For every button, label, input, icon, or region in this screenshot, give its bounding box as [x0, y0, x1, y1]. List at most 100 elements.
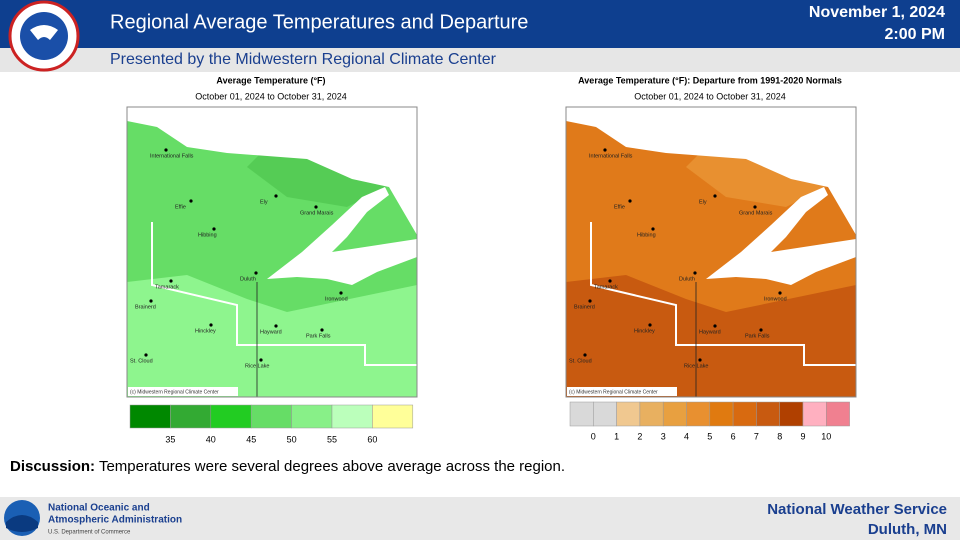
legend-swatch — [709, 401, 734, 427]
credit-box — [567, 387, 677, 396]
maps: Average Temperature (°F) October 01, 2024… — [126, 75, 857, 444]
city-dot — [259, 358, 263, 362]
state-border — [590, 222, 856, 366]
legend-swatch — [170, 404, 212, 429]
city-dot — [759, 328, 763, 332]
map: International Falls Effie Ely Grand Marais H… — [565, 106, 857, 398]
city-dot — [603, 148, 607, 152]
header-time: 2:00 PM — [885, 26, 945, 43]
city-dot — [713, 324, 717, 328]
city-dot — [628, 199, 632, 203]
map-zone — [127, 275, 417, 397]
credit-box — [128, 387, 238, 396]
city-dot — [339, 291, 343, 295]
city-label: Brainerd — [135, 304, 156, 310]
legend-label: 45 — [246, 434, 256, 444]
city-label: Effie — [175, 204, 186, 210]
city-label: Rice Lake — [684, 363, 708, 369]
legend-swatch — [732, 401, 757, 427]
legend-swatch — [756, 401, 780, 427]
map-frame — [126, 106, 418, 398]
legend-label: 60 — [367, 434, 377, 444]
noaa-line2: Atmospheric Administration — [48, 515, 182, 526]
map-panel: Average Temperature (°F): Departure from… — [565, 75, 857, 441]
city-dot — [212, 227, 216, 231]
city-label: Hinckley — [634, 328, 655, 334]
city-label: Hinckley — [195, 328, 216, 334]
map-lake — [706, 187, 856, 285]
legend-swatch — [779, 401, 804, 427]
nws-logo — [8, 0, 80, 72]
map-canada — [566, 107, 856, 235]
city-label: Hibbing — [198, 232, 217, 238]
city-label: Grand Marais — [739, 210, 773, 216]
city-label: International Falls — [589, 153, 633, 159]
subtitle-bar — [0, 48, 960, 72]
legend-swatch — [826, 401, 850, 427]
legend-swatch — [250, 404, 292, 429]
map-lake — [267, 187, 417, 285]
legend-label: 50 — [287, 434, 297, 444]
city-dot — [164, 148, 168, 152]
header-subtitle: Presented by the Midwestern Regional Cli… — [110, 51, 497, 68]
city-dot — [648, 323, 652, 327]
city-dot — [651, 227, 655, 231]
city-dot — [209, 323, 213, 327]
legend-swatch — [291, 404, 333, 429]
map-subtitle: October 01, 2024 to October 31, 2024 — [634, 91, 786, 101]
city-dot — [189, 199, 193, 203]
map-subtitle: October 01, 2024 to October 31, 2024 — [195, 91, 347, 101]
legend-label: 8 — [777, 431, 782, 441]
noaa-logo — [4, 500, 40, 536]
city-dot — [778, 291, 782, 295]
legend-swatch — [616, 401, 641, 427]
map-credit: (c) Midwestern Regional Climate Center — [130, 389, 219, 395]
city-label: Duluth — [240, 276, 256, 282]
city-label: St. Cloud — [130, 358, 153, 364]
map: International Falls Effie Ely Grand Marais H… — [126, 106, 418, 398]
city-label: Park Falls — [306, 333, 331, 339]
header-date: November 1, 2024 — [809, 4, 945, 21]
city-dot — [753, 205, 757, 209]
nws-line2: Duluth, MN — [868, 521, 947, 538]
city-dot — [274, 194, 278, 198]
city-label: International Falls — [150, 153, 194, 159]
state-border — [151, 222, 417, 366]
city-label: Tamarack — [594, 284, 618, 290]
legend-swatch — [639, 401, 664, 427]
header-title: Regional Average Temperatures and Depart… — [110, 11, 528, 33]
footer-bar — [0, 497, 960, 540]
city-label: Grand Marais — [300, 210, 334, 216]
header-bar — [0, 0, 960, 48]
legend-label: 10 — [821, 431, 831, 441]
legend-label: 2 — [637, 431, 642, 441]
map-zone — [566, 275, 856, 397]
city-label: Ely — [260, 199, 268, 205]
city-label: Ironwood — [764, 296, 787, 302]
discussion: Discussion: Temperatures were several de… — [10, 458, 565, 475]
noaa-line1: National Oceanic and — [48, 503, 150, 514]
map-credit: (c) Midwestern Regional Climate Center — [569, 389, 658, 395]
discussion-label: Discussion: — [10, 458, 95, 475]
city-dot — [693, 271, 697, 275]
legend-label: 0 — [591, 431, 596, 441]
city-dot — [713, 194, 717, 198]
map-panel: Average Temperature (°F) October 01, 2024… — [126, 75, 418, 444]
map-frame — [565, 106, 857, 398]
legend-label: 55 — [327, 434, 337, 444]
city-label: St. Cloud — [569, 358, 592, 364]
city-label: Ely — [699, 199, 707, 205]
legend-swatch — [662, 401, 687, 427]
city-label: Tamarack — [155, 284, 179, 290]
city-label: Rice Lake — [245, 363, 269, 369]
city-dot — [608, 279, 612, 283]
legend-label: 35 — [165, 434, 175, 444]
city-label: Duluth — [679, 276, 695, 282]
map-canada — [127, 107, 417, 235]
city-dot — [254, 271, 258, 275]
legend-swatch — [129, 404, 171, 429]
map-title: Average Temperature (°F): Departure from… — [578, 75, 842, 85]
legend-swatch — [569, 401, 594, 427]
city-label: Hayward — [260, 329, 282, 335]
